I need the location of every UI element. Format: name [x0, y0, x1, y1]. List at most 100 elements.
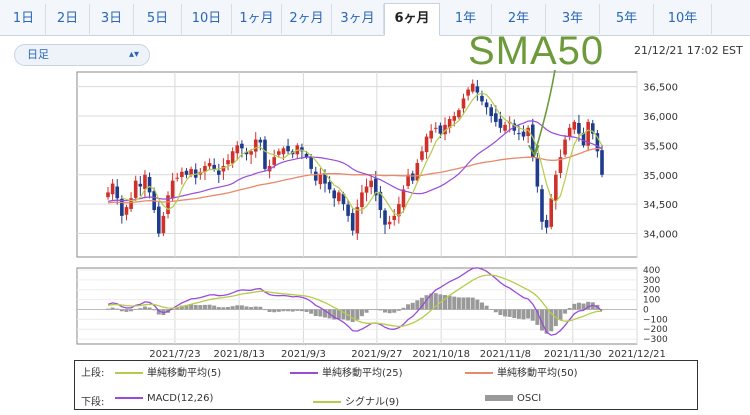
- osci-bar-42: [299, 309, 304, 312]
- candle-body-95: [544, 220, 549, 228]
- candle-body-61: [387, 221, 392, 225]
- osci-bar-83: [489, 309, 494, 310]
- osci-bar-7: [138, 308, 143, 310]
- osci-bar-10: [152, 309, 157, 311]
- osci-bar-27: [230, 306, 235, 310]
- candle-body-37: [277, 151, 281, 155]
- x-tick-6: 2021/11/30: [544, 349, 602, 360]
- osci-bar-79: [470, 297, 475, 310]
- osci-bar-86: [503, 309, 508, 317]
- tab-8[interactable]: 6ヶ月: [384, 3, 440, 36]
- price-y-tick-3: 35,500: [643, 141, 678, 152]
- osci-bar-65: [406, 304, 411, 310]
- osci-bar-14: [170, 309, 175, 310]
- candle-body-43: [304, 153, 309, 158]
- candle-body-107: [600, 150, 604, 175]
- osci-bar-99: [563, 309, 568, 314]
- osci-bar-31: [249, 307, 254, 310]
- osci-bar-55: [359, 309, 364, 317]
- osci-bar-17: [184, 304, 189, 310]
- candle-body-34: [263, 139, 267, 169]
- legend-item-sma5: 単純移動平均(5): [115, 364, 221, 379]
- candle-body-54: [355, 207, 360, 234]
- tab-10[interactable]: 2年: [492, 4, 546, 34]
- osci-bar-16: [179, 305, 184, 310]
- osci-bar-81: [479, 302, 484, 310]
- candle-body-105: [590, 123, 595, 134]
- osci-bar-22: [207, 304, 212, 310]
- x-tick-5: 2021/11/8: [480, 349, 531, 360]
- tab-2[interactable]: 3日: [90, 4, 134, 34]
- annotation-label: SMA50: [468, 29, 605, 73]
- osci-bar-36: [272, 309, 277, 313]
- candle-body-64: [401, 189, 406, 208]
- candle-body-28: [235, 145, 240, 154]
- tab-4[interactable]: 10日: [182, 4, 232, 34]
- candle-body-97: [554, 174, 558, 201]
- tab-1[interactable]: 2日: [46, 4, 90, 34]
- signal-line: [107, 274, 603, 328]
- osci-bar-102: [576, 302, 581, 310]
- candle-body-26: [226, 160, 230, 165]
- candle-body-62: [392, 215, 397, 220]
- tab-5[interactable]: 1ヶ月: [232, 4, 282, 34]
- osci-bar-11: [156, 309, 161, 315]
- candle-body-49: [332, 190, 337, 199]
- sma50-annotation: [528, 69, 556, 158]
- osci-bar-28: [235, 305, 240, 310]
- osci-bars: [106, 293, 604, 334]
- candle-body-91: [526, 127, 530, 137]
- tab-11[interactable]: 3年: [546, 4, 600, 34]
- candle-body-30: [244, 151, 249, 155]
- legend-item-osci: OSCI: [485, 393, 541, 404]
- candle-body-81: [480, 95, 484, 102]
- candle-body-15: [175, 177, 180, 179]
- osci-bar-100: [567, 308, 572, 310]
- candle-body-84: [494, 113, 498, 122]
- candle-body-48: [327, 182, 332, 190]
- sma25-line: [107, 120, 603, 202]
- x-tick-1: 2021/8/13: [214, 349, 265, 360]
- osci-bar-80: [475, 299, 480, 310]
- tab-13[interactable]: 10年: [654, 4, 712, 34]
- candle-body-12: [161, 215, 166, 234]
- osci-bar-50: [336, 309, 341, 320]
- candle-body-80: [475, 86, 480, 93]
- candle-body-67: [415, 163, 420, 181]
- tab-6[interactable]: 2ヶ月: [282, 4, 332, 34]
- osci-bar-92: [530, 309, 535, 321]
- candle-body-13: [166, 195, 170, 214]
- candle-body-47: [323, 173, 327, 184]
- osci-bar-75: [452, 296, 457, 310]
- candle-body-102: [577, 123, 581, 134]
- tab-9[interactable]: 1年: [440, 4, 492, 34]
- osci-bar-35: [267, 309, 272, 312]
- candle-body-59: [378, 191, 383, 211]
- sma50-line: [107, 147, 603, 204]
- osci-bar-64: [401, 307, 406, 310]
- interval-select[interactable]: 日足 ▴▾: [14, 44, 150, 66]
- tab-3[interactable]: 5日: [134, 4, 182, 34]
- candle-body-98: [558, 157, 563, 173]
- x-tick-7: 2021/12/21: [608, 349, 666, 360]
- price-y-tick-0: 34,000: [643, 230, 678, 241]
- osci-bar-26: [226, 307, 231, 310]
- candle-body-4: [124, 207, 129, 215]
- osci-bar-93: [535, 309, 540, 325]
- osci-bar-73: [443, 295, 448, 310]
- candle-body-6: [133, 180, 138, 198]
- candle-body-11: [156, 206, 161, 234]
- macd-y-tick-2: 200: [643, 286, 660, 296]
- osci-bar-70: [429, 293, 434, 310]
- price-y-tick-2: 35,000: [643, 171, 678, 182]
- osci-bar-0: [106, 308, 110, 310]
- candle-body-89: [517, 133, 521, 135]
- candle-body-76: [457, 110, 461, 118]
- candle-body-96: [549, 198, 554, 227]
- price-y-tick-4: 36,000: [643, 112, 678, 123]
- tab-7[interactable]: 3ヶ月: [332, 4, 384, 34]
- tab-0[interactable]: 1日: [2, 4, 46, 34]
- tab-12[interactable]: 5年: [600, 4, 654, 34]
- osci-bar-74: [447, 295, 452, 310]
- candle-body-92: [530, 124, 535, 158]
